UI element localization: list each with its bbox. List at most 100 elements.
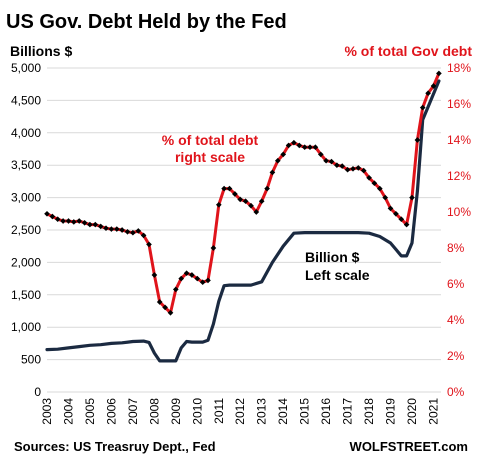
pct-data-point bbox=[113, 226, 120, 232]
pct-data-point bbox=[291, 139, 297, 146]
pct-data-point bbox=[253, 209, 260, 215]
pct-data-point bbox=[430, 83, 437, 89]
pct-data-point bbox=[301, 144, 308, 151]
x-axis-ticks: 2003 2004 2005 2006 2007 2008 2009 2010 2011 2012… bbox=[40, 398, 440, 425]
pct-annotation-line1: % of total debt bbox=[162, 132, 259, 148]
pct-data-point bbox=[189, 272, 195, 278]
pct-data-point bbox=[317, 151, 324, 158]
x-tick-label: 2006 bbox=[104, 398, 118, 425]
x-tick-label: 2003 bbox=[40, 398, 54, 425]
pct-data-point bbox=[232, 191, 238, 197]
pct-data-point bbox=[242, 198, 249, 205]
brand-name: WOLFSTREET.com bbox=[350, 439, 468, 454]
pct-data-point bbox=[360, 167, 367, 174]
pct-data-point bbox=[130, 229, 136, 236]
pct-data-point bbox=[215, 201, 222, 208]
pct-data-point bbox=[81, 219, 88, 226]
pct-data-point bbox=[140, 232, 147, 239]
pct-data-point bbox=[403, 221, 410, 228]
x-tick-label: 2020 bbox=[405, 398, 419, 425]
pct-data-point bbox=[103, 225, 109, 232]
pct-data-point bbox=[312, 144, 319, 151]
pct-data-point bbox=[350, 165, 356, 172]
pct-data-point bbox=[167, 309, 174, 316]
pct-data-point bbox=[269, 169, 276, 176]
right-tick-label: 18% bbox=[447, 61, 471, 75]
left-tick-label: 4,000 bbox=[11, 126, 41, 140]
left-tick-label: 3,500 bbox=[11, 158, 41, 172]
x-tick-label: 2016 bbox=[319, 398, 333, 425]
pct-data-point bbox=[371, 180, 378, 187]
right-tick-label: 12% bbox=[447, 169, 471, 183]
pct-data-point bbox=[285, 142, 292, 149]
pct-data-point bbox=[162, 304, 168, 311]
pct-data-point bbox=[366, 174, 372, 181]
x-tick-label: 2021 bbox=[426, 398, 440, 425]
pct-annotation-line2: right scale bbox=[175, 149, 245, 165]
left-tick-label: 500 bbox=[21, 353, 41, 367]
pct-data-point bbox=[355, 165, 362, 171]
left-tick-label: 1,500 bbox=[11, 288, 41, 302]
pct-data-point bbox=[436, 70, 442, 77]
pct-data-point bbox=[280, 151, 287, 158]
right-tick-label: 8% bbox=[447, 241, 465, 255]
pct-data-point bbox=[210, 245, 217, 251]
pct-data-point bbox=[387, 205, 394, 212]
pct-data-point bbox=[226, 185, 233, 192]
pct-data-point bbox=[307, 144, 313, 151]
right-tick-label: 4% bbox=[447, 313, 465, 327]
x-tick-label: 2013 bbox=[255, 398, 269, 425]
pct-data-point bbox=[108, 226, 115, 232]
pct-data-point bbox=[274, 157, 281, 164]
pct-series-line bbox=[45, 71, 441, 315]
pct-data-point bbox=[334, 162, 340, 169]
pct-data-point bbox=[376, 185, 383, 192]
right-axis-ticks: 0% 2% 4% 6% 8% 10% 12% 14% 16% 18% bbox=[447, 61, 471, 399]
pct-data-point bbox=[194, 275, 201, 282]
pct-data-point bbox=[124, 228, 131, 235]
right-tick-label: 0% bbox=[447, 385, 465, 399]
pct-data-point bbox=[323, 157, 329, 164]
pct-data-point bbox=[119, 227, 125, 233]
pct-data-point bbox=[87, 221, 93, 228]
pct-data-point bbox=[183, 270, 190, 277]
x-tick-label: 2019 bbox=[384, 398, 398, 425]
billion-annotation-line2: Left scale bbox=[305, 267, 370, 283]
x-tick-label: 2009 bbox=[169, 398, 183, 425]
source-note: Sources: US Treasruy Dept., Fed bbox=[14, 439, 216, 454]
pct-data-point bbox=[172, 286, 179, 293]
pct-data-point bbox=[151, 272, 158, 278]
pct-data-point bbox=[419, 104, 426, 111]
left-tick-label: 0 bbox=[34, 385, 41, 399]
x-tick-label: 2012 bbox=[233, 398, 247, 425]
x-tick-label: 2011 bbox=[212, 398, 226, 424]
right-tick-label: 10% bbox=[447, 205, 471, 219]
x-tick-label: 2015 bbox=[298, 398, 312, 425]
pct-data-point bbox=[425, 90, 431, 97]
pct-data-point bbox=[382, 194, 389, 201]
pct-data-point bbox=[199, 279, 206, 286]
left-tick-label: 1,000 bbox=[11, 320, 41, 334]
pct-data-point bbox=[264, 185, 270, 192]
right-axis-unit-label: % of total Gov debt bbox=[344, 43, 472, 59]
billion-series-line bbox=[45, 79, 441, 363]
pct-data-point bbox=[205, 277, 211, 284]
left-axis-ticks: 0 500 1,000 1,500 2,000 2,500 3,000 3,500 4,000 4… bbox=[11, 61, 41, 399]
pct-data-point bbox=[344, 166, 351, 173]
x-tick-label: 2010 bbox=[190, 398, 204, 425]
pct-data-point bbox=[414, 137, 421, 143]
pct-data-point bbox=[398, 216, 405, 223]
pct-data-point bbox=[339, 163, 346, 169]
pct-data-point bbox=[237, 196, 244, 203]
left-tick-label: 3,000 bbox=[11, 191, 41, 205]
right-tick-label: 14% bbox=[447, 133, 471, 147]
pct-data-point bbox=[221, 185, 227, 192]
pct-data-point bbox=[65, 218, 72, 224]
right-tick-label: 16% bbox=[447, 97, 471, 111]
left-tick-label: 5,000 bbox=[11, 61, 41, 75]
pct-data-point bbox=[393, 210, 399, 217]
pct-data-point bbox=[70, 219, 77, 225]
pct-data-point bbox=[146, 241, 152, 248]
pct-data-point bbox=[328, 158, 335, 165]
